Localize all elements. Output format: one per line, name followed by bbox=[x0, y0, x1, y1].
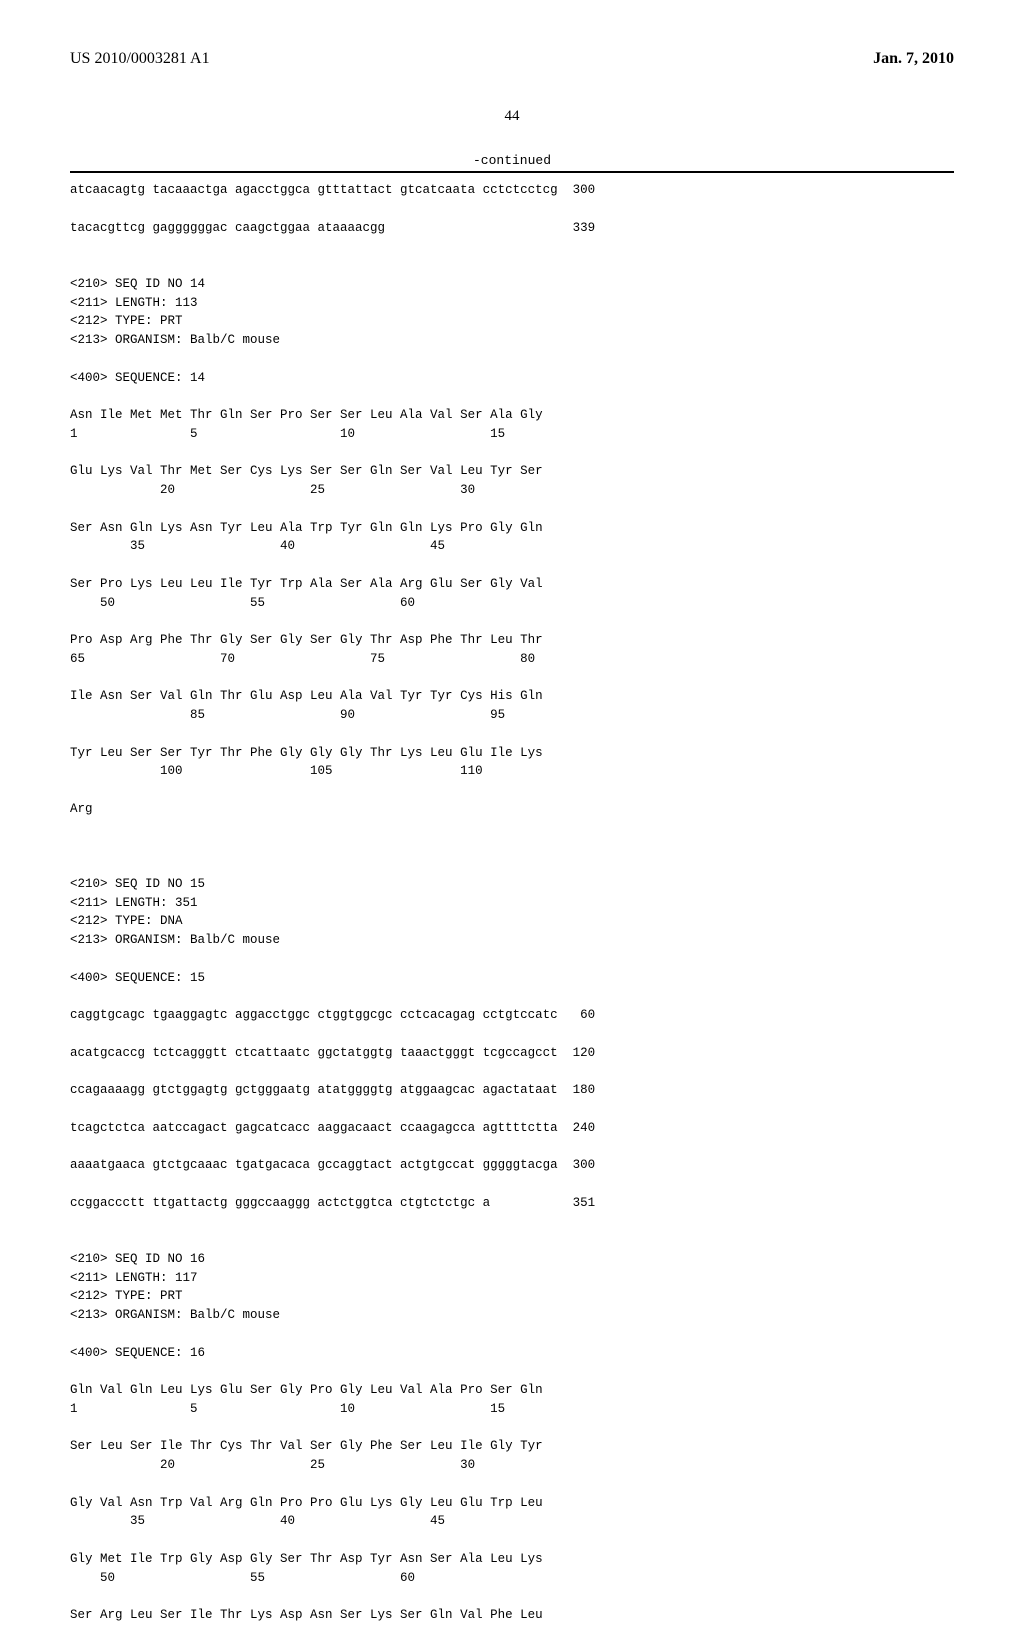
publication-number: US 2010/0003281 A1 bbox=[70, 50, 210, 68]
sequence-listing: atcaacagtg tacaaactga agacctggca gtttatt… bbox=[70, 181, 954, 1625]
top-rule bbox=[70, 171, 954, 173]
publication-date: Jan. 7, 2010 bbox=[873, 50, 954, 68]
page-number: 44 bbox=[70, 108, 954, 125]
patent-page: US 2010/0003281 A1 Jan. 7, 2010 44 -cont… bbox=[0, 0, 1024, 1320]
page-header: US 2010/0003281 A1 Jan. 7, 2010 bbox=[70, 50, 954, 68]
continued-label: -continued bbox=[70, 153, 954, 168]
